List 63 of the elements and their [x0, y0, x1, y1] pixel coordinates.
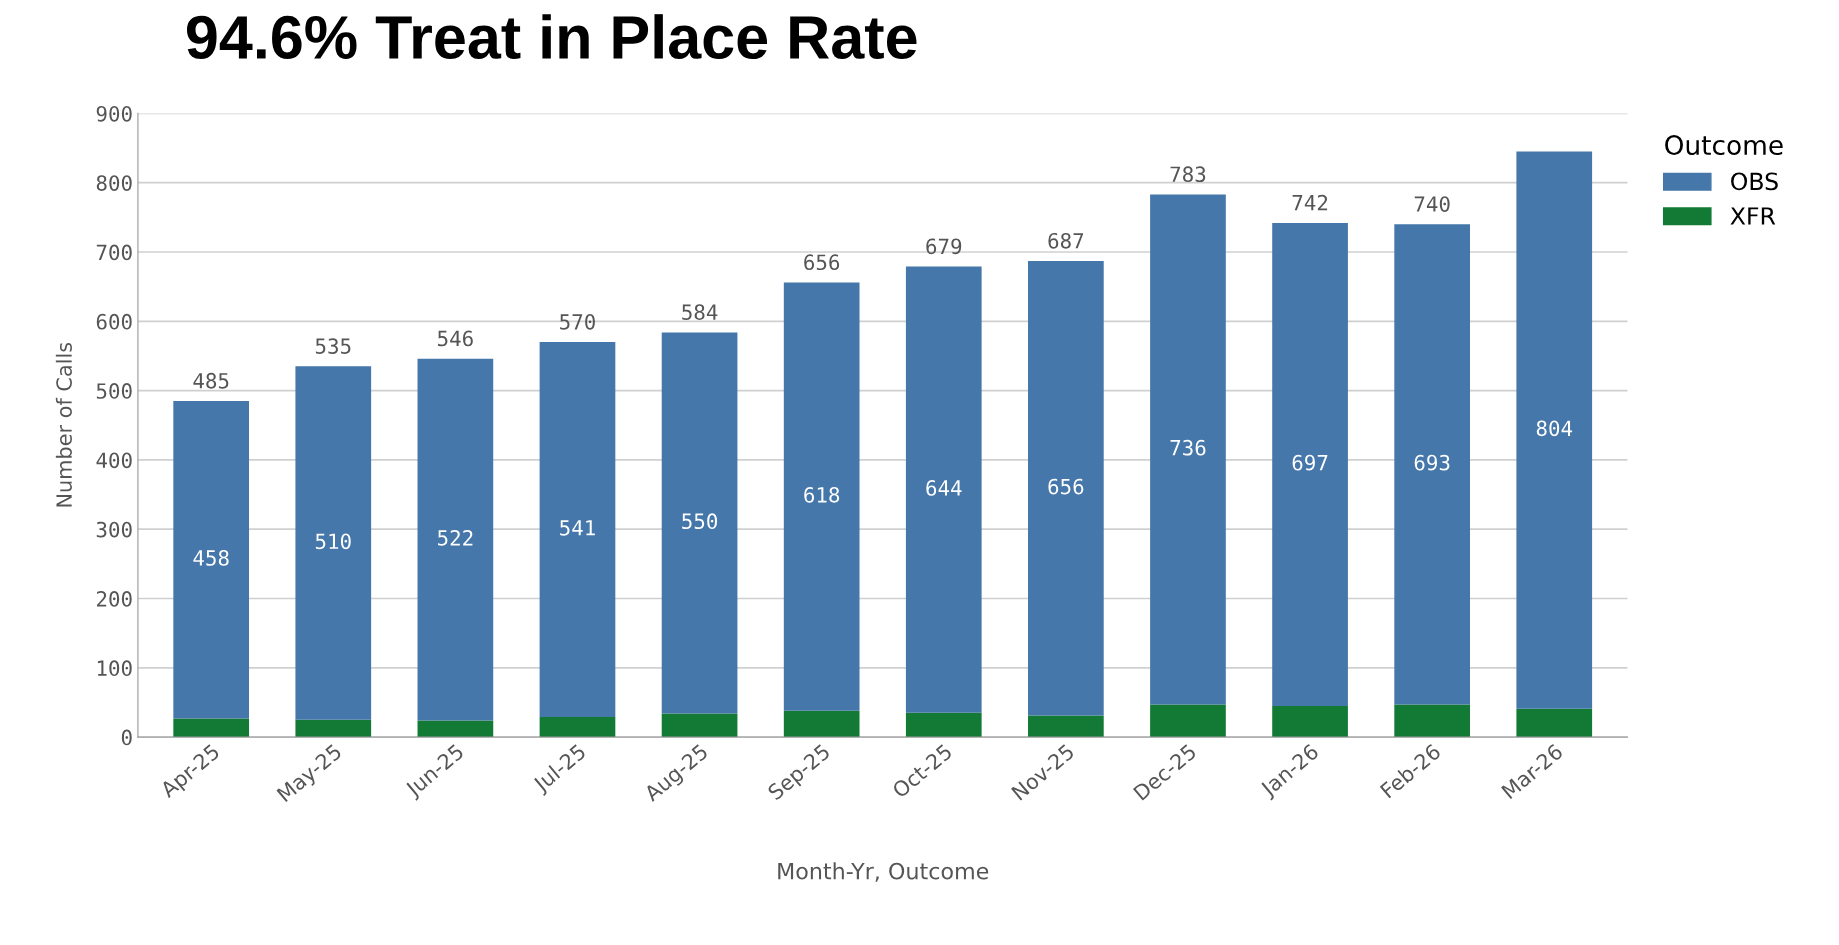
total-label: 535 — [315, 338, 351, 354]
bar — [661, 713, 738, 738]
y-tick-label: 100 — [97, 660, 132, 677]
data-label: 618 — [804, 486, 840, 503]
total-label: 485 — [193, 372, 229, 389]
bar — [1272, 222, 1348, 706]
y-axis-title: Number of Calls — [55, 342, 72, 507]
total-label: 656 — [804, 254, 840, 271]
bar — [295, 366, 372, 720]
data-label: 804 — [1536, 420, 1573, 437]
bar — [1272, 705, 1348, 738]
total-label: 783 — [1170, 166, 1206, 183]
y-tick-label: 600 — [96, 313, 132, 330]
data-label: 736 — [1170, 439, 1206, 456]
total-label: 679 — [926, 238, 962, 255]
bar — [173, 400, 250, 719]
bar — [783, 710, 860, 738]
bar — [1028, 261, 1104, 716]
bar — [173, 718, 250, 738]
data-label: 522 — [438, 529, 473, 546]
chart-title: 94.6% Treat in Place Rate — [186, 14, 917, 60]
bar — [661, 332, 738, 714]
y-tick-label: 0 — [121, 729, 132, 746]
bar — [539, 342, 616, 717]
y-tick-label: 300 — [96, 521, 132, 538]
bar — [1516, 708, 1593, 738]
bar — [783, 282, 860, 711]
bar — [1150, 194, 1226, 705]
bar — [905, 266, 982, 713]
bar — [1028, 715, 1104, 738]
data-label: 697 — [1292, 454, 1328, 471]
y-tick-label: 900 — [96, 105, 132, 122]
data-label: 644 — [926, 480, 962, 496]
bar — [417, 358, 494, 721]
total-label: 742 — [1292, 194, 1328, 211]
legend-label: OBS — [1731, 172, 1778, 191]
y-tick-label: 500 — [96, 383, 132, 399]
x-axis-title: Month-Yr, Outcome — [778, 862, 989, 882]
data-label: 510 — [315, 533, 351, 550]
y-tick-label: 700 — [96, 244, 132, 261]
data-label: 458 — [193, 550, 229, 566]
bar — [1394, 704, 1471, 738]
legend-title: Outcome — [1665, 135, 1783, 156]
bar — [905, 712, 982, 738]
bar — [1394, 224, 1471, 705]
y-tick-label: 400 — [96, 452, 132, 469]
bar — [539, 717, 616, 738]
total-label: 584 — [682, 304, 718, 321]
total-label: 546 — [438, 330, 473, 347]
legend-label: XFR — [1730, 207, 1776, 225]
data-label: 656 — [1048, 478, 1084, 495]
bar — [1150, 704, 1226, 738]
data-label: 693 — [1414, 454, 1450, 471]
bar — [1516, 151, 1593, 709]
y-tick-label: 200 — [96, 591, 132, 607]
bar — [295, 719, 372, 738]
total-label: 687 — [1048, 232, 1084, 249]
y-tick-label: 800 — [96, 175, 132, 191]
total-label: 570 — [560, 313, 595, 330]
data-label: 550 — [682, 513, 718, 530]
total-label: 740 — [1414, 196, 1450, 212]
data-label: 541 — [560, 520, 595, 536]
bar — [417, 720, 494, 738]
